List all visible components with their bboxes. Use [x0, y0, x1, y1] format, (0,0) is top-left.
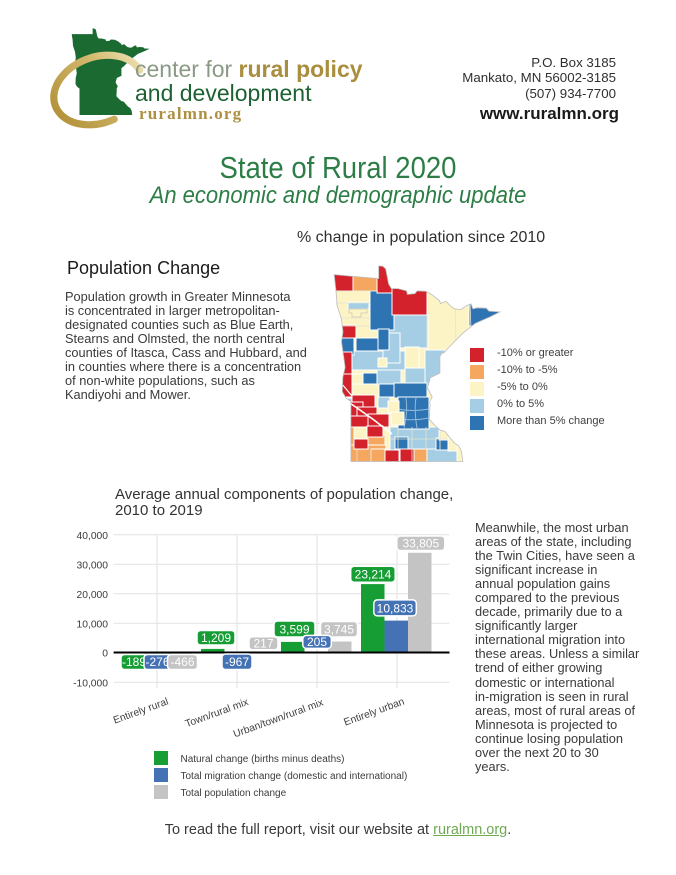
svg-text:33,805: 33,805 — [402, 537, 439, 551]
svg-text:-189: -189 — [122, 655, 146, 669]
svg-text:-10,000: -10,000 — [73, 678, 108, 689]
svg-text:1,209: 1,209 — [201, 631, 231, 645]
svg-text:Town/rural mix: Town/rural mix — [184, 697, 251, 730]
svg-text:0: 0 — [102, 649, 108, 660]
svg-text:23,214: 23,214 — [355, 568, 392, 582]
svg-text:-967: -967 — [225, 655, 249, 669]
svg-text:205: 205 — [307, 635, 327, 649]
svg-text:Entirely rural: Entirely rural — [112, 696, 170, 726]
svg-text:30,000: 30,000 — [77, 560, 109, 571]
svg-text:20,000: 20,000 — [77, 590, 109, 601]
svg-text:40,000: 40,000 — [77, 531, 109, 542]
svg-text:10,000: 10,000 — [77, 619, 109, 630]
svg-text:3,745: 3,745 — [324, 623, 354, 637]
svg-text:-276: -276 — [145, 655, 169, 669]
svg-text:3,599: 3,599 — [279, 623, 309, 637]
svg-text:Entirely urban: Entirely urban — [343, 696, 407, 728]
svg-text:Total migration change (domest: Total migration change (domestic and int… — [181, 771, 408, 782]
svg-text:217: 217 — [253, 636, 273, 650]
svg-text:Total population change: Total population change — [181, 788, 287, 799]
svg-text:-466: -466 — [170, 655, 194, 669]
svg-text:10,833: 10,833 — [377, 601, 414, 615]
svg-text:Natural change (births minus d: Natural change (births minus deaths) — [181, 754, 345, 765]
